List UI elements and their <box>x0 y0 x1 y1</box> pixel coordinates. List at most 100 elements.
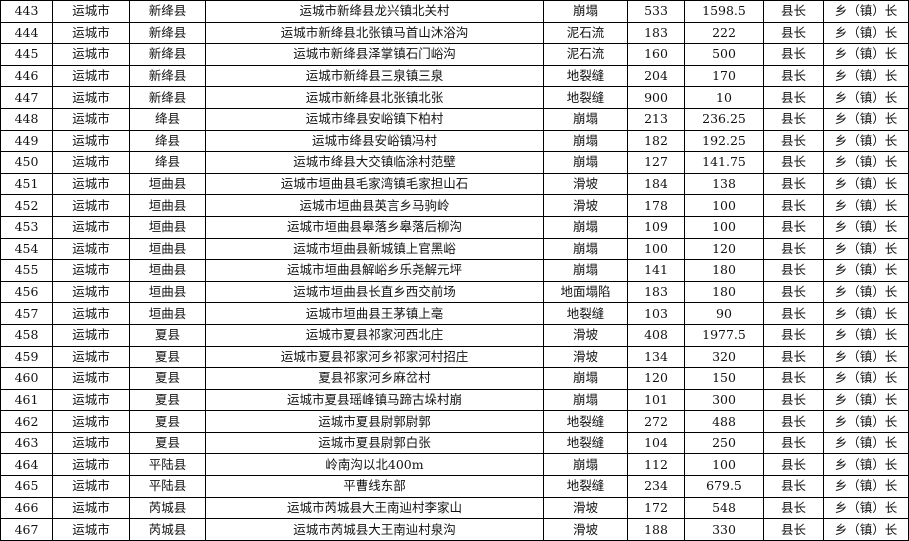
affected-people-cell: 188 <box>627 518 685 541</box>
table-row: 451 运城市 垣曲县 运城市垣曲县毛家湾镇毛家担山石 滑坡 184 138 县长 乡（镇）长 <box>0 172 909 196</box>
town-responsible-cell: 乡（镇）长 <box>823 43 909 66</box>
location-cell: 运城市垣曲县皋落乡皋落后柳沟 <box>205 215 544 239</box>
city-cell: 运城市 <box>52 64 130 88</box>
hazard-type-cell: 地裂缝 <box>543 431 628 455</box>
location-cell: 运城市夏县祁家河西北庄 <box>205 323 544 347</box>
city-cell: 运城市 <box>52 86 130 109</box>
county-cell: 垣曲县 <box>129 172 206 196</box>
county-cell: 绛县 <box>129 151 206 174</box>
county-cell: 垣曲县 <box>129 259 206 282</box>
row-number-cell: 451 <box>0 172 53 196</box>
town-responsible-cell: 乡（镇）长 <box>823 323 909 347</box>
county-responsible-cell: 县长 <box>763 151 824 174</box>
county-cell: 新绛县 <box>129 86 206 109</box>
town-responsible-cell: 乡（镇）长 <box>823 194 909 217</box>
location-cell: 运城市新绛县龙兴镇北关村 <box>205 0 544 23</box>
town-responsible-cell: 乡（镇）长 <box>823 64 909 88</box>
affected-people-cell: 234 <box>627 475 685 498</box>
county-cell: 新绛县 <box>129 21 206 45</box>
county-cell: 新绛县 <box>129 43 206 66</box>
county-responsible-cell: 县长 <box>763 0 824 23</box>
town-responsible-cell: 乡（镇）长 <box>823 172 909 196</box>
city-cell: 运城市 <box>52 345 130 369</box>
affected-people-cell: 109 <box>627 215 685 239</box>
location-cell: 运城市新绛县泽掌镇石门峪沟 <box>205 43 544 66</box>
row-number-cell: 466 <box>0 496 53 520</box>
county-cell: 平陆县 <box>129 475 206 498</box>
location-cell: 运城市绛县安峪镇下柏村 <box>205 107 544 131</box>
table-row: 467 运城市 芮城县 运城市芮城县大王南辿村泉沟 滑坡 188 330 县长 乡（镇）长 <box>0 518 909 541</box>
threatened-property-cell: 90 <box>684 302 764 325</box>
affected-people-cell: 204 <box>627 64 685 88</box>
threatened-property-cell: 10 <box>684 86 764 109</box>
table-row: 461 运城市 夏县 运城市夏县瑶峰镇马蹄古垛村崩 崩塌 101 300 县长 乡（镇）长 <box>0 388 909 412</box>
threatened-property-cell: 141.75 <box>684 151 764 174</box>
affected-people-cell: 127 <box>627 151 685 174</box>
threatened-property-cell: 222 <box>684 21 764 45</box>
town-responsible-cell: 乡（镇）长 <box>823 237 909 261</box>
town-responsible-cell: 乡（镇）长 <box>823 410 909 433</box>
county-cell: 夏县 <box>129 410 206 433</box>
location-cell: 运城市夏县祁家河乡祁家河村招庄 <box>205 345 544 369</box>
affected-people-cell: 183 <box>627 21 685 45</box>
city-cell: 运城市 <box>52 21 130 45</box>
city-cell: 运城市 <box>52 172 130 196</box>
hazard-type-cell: 泥石流 <box>543 21 628 45</box>
city-cell: 运城市 <box>52 129 130 153</box>
town-responsible-cell: 乡（镇）长 <box>823 302 909 325</box>
city-cell: 运城市 <box>52 410 130 433</box>
hazard-type-cell: 地裂缝 <box>543 86 628 109</box>
affected-people-cell: 104 <box>627 431 685 455</box>
county-responsible-cell: 县长 <box>763 172 824 196</box>
hazard-type-cell: 崩塌 <box>543 151 628 174</box>
table-row: 448 运城市 绛县 运城市绛县安峪镇下柏村 崩塌 213 236.25 县长 乡（镇）长 <box>0 107 909 131</box>
row-number-cell: 462 <box>0 410 53 433</box>
hazard-type-cell: 泥石流 <box>543 43 628 66</box>
table-row: 464 运城市 平陆县 岭南沟以北400m 崩塌 112 100 县长 乡（镇）长 <box>0 453 909 477</box>
county-cell: 绛县 <box>129 129 206 153</box>
town-responsible-cell: 乡（镇）长 <box>823 0 909 23</box>
county-cell: 垣曲县 <box>129 215 206 239</box>
table-row: 446 运城市 新绛县 运城市新绛县三泉镇三泉 地裂缝 204 170 县长 乡（镇）长 <box>0 64 909 88</box>
county-responsible-cell: 县长 <box>763 453 824 477</box>
location-cell: 夏县祁家河乡麻岔村 <box>205 367 544 390</box>
row-number-cell: 453 <box>0 215 53 239</box>
county-cell: 垣曲县 <box>129 194 206 217</box>
row-number-cell: 449 <box>0 129 53 153</box>
county-cell: 芮城县 <box>129 496 206 520</box>
town-responsible-cell: 乡（镇）长 <box>823 345 909 369</box>
table-row: 465 运城市 平陆县 平曹线东部 地裂缝 234 679.5 县长 乡（镇）长 <box>0 475 909 498</box>
county-responsible-cell: 县长 <box>763 43 824 66</box>
affected-people-cell: 134 <box>627 345 685 369</box>
table-row: 444 运城市 新绛县 运城市新绛县北张镇马首山沐浴沟 泥石流 183 222 县长 乡（镇）长 <box>0 21 909 45</box>
row-number-cell: 465 <box>0 475 53 498</box>
threatened-property-cell: 180 <box>684 259 764 282</box>
county-responsible-cell: 县长 <box>763 259 824 282</box>
hazard-type-cell: 崩塌 <box>543 129 628 153</box>
county-cell: 平陆县 <box>129 453 206 477</box>
county-responsible-cell: 县长 <box>763 475 824 498</box>
county-responsible-cell: 县长 <box>763 86 824 109</box>
hazard-type-cell: 崩塌 <box>543 237 628 261</box>
row-number-cell: 457 <box>0 302 53 325</box>
row-number-cell: 443 <box>0 0 53 23</box>
hazard-type-cell: 滑坡 <box>543 172 628 196</box>
town-responsible-cell: 乡（镇）长 <box>823 259 909 282</box>
threatened-property-cell: 1598.5 <box>684 0 764 23</box>
location-cell: 运城市垣曲县解峪乡乐尧解元坪 <box>205 259 544 282</box>
location-cell: 运城市夏县尉郭尉郭 <box>205 410 544 433</box>
table-row: 452 运城市 垣曲县 运城市垣曲县英言乡马驹岭 滑坡 178 100 县长 乡（镇）长 <box>0 194 909 217</box>
city-cell: 运城市 <box>52 302 130 325</box>
hazard-type-cell: 地裂缝 <box>543 64 628 88</box>
threatened-property-cell: 330 <box>684 518 764 541</box>
location-cell: 平曹线东部 <box>205 475 544 498</box>
county-responsible-cell: 县长 <box>763 410 824 433</box>
affected-people-cell: 272 <box>627 410 685 433</box>
row-number-cell: 461 <box>0 388 53 412</box>
town-responsible-cell: 乡（镇）长 <box>823 453 909 477</box>
row-number-cell: 445 <box>0 43 53 66</box>
affected-people-cell: 160 <box>627 43 685 66</box>
town-responsible-cell: 乡（镇）长 <box>823 367 909 390</box>
hazard-type-cell: 崩塌 <box>543 453 628 477</box>
